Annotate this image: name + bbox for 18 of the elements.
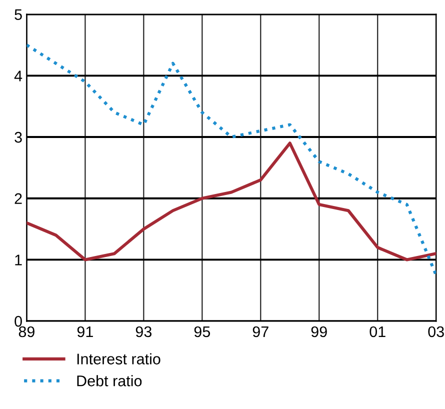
line-series xyxy=(26,142,436,262)
y-tick-label: 4 xyxy=(14,70,22,82)
y-tick-label: 5 xyxy=(14,9,22,20)
y-tick-label: 1 xyxy=(15,254,22,266)
x-tick-label: 95 xyxy=(194,326,210,338)
x-tick-label: 89 xyxy=(18,326,34,338)
y-tick-label: 2 xyxy=(14,193,22,204)
y-tick-label: 0 xyxy=(14,316,22,327)
legend-label: Interest ratio xyxy=(77,353,160,364)
line-series xyxy=(26,43,436,277)
x-tick-label: 97 xyxy=(252,326,268,338)
legend-label: Debt ratio xyxy=(77,375,142,386)
x-tick-label: 91 xyxy=(77,326,93,338)
x-tick-label: 01 xyxy=(370,326,386,338)
x-tick-label: 93 xyxy=(136,326,152,338)
x-tick-label: 03 xyxy=(428,326,444,338)
x-tick-label: 99 xyxy=(311,326,327,338)
y-tick-label: 3 xyxy=(14,132,22,143)
